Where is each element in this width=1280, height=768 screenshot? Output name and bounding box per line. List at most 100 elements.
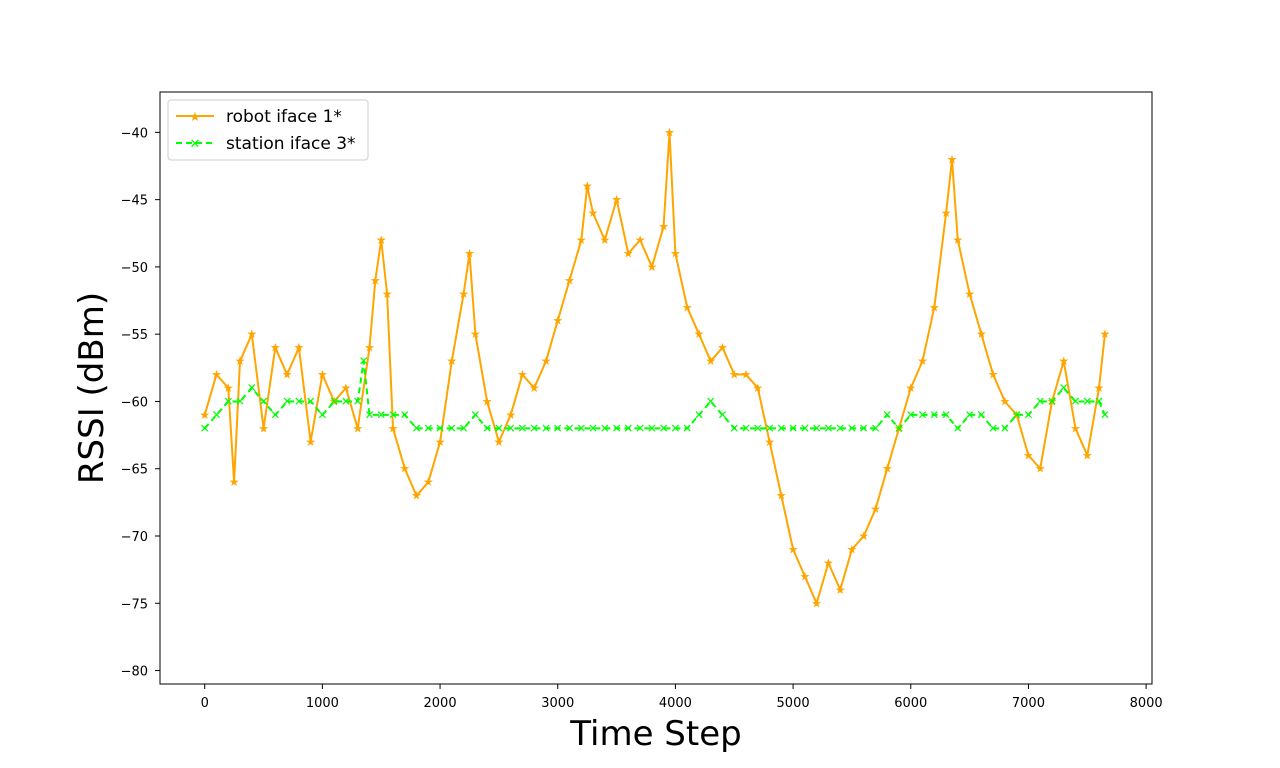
x-tick-label: 7000 — [1012, 696, 1045, 711]
data-point-robot: ★ — [494, 435, 505, 449]
data-point-station: ✕ — [400, 408, 410, 422]
data-point-robot: ★ — [1035, 462, 1046, 476]
data-point-station: ✕ — [988, 421, 998, 435]
data-point-station: ✕ — [1023, 408, 1033, 422]
data-point-station: ✕ — [200, 421, 210, 435]
data-point-station: ✕ — [612, 421, 622, 435]
data-point-robot: ★ — [882, 462, 893, 476]
y-tick-label: −60 — [121, 395, 148, 410]
data-point-station: ✕ — [788, 421, 798, 435]
data-point-station: ✕ — [906, 408, 916, 422]
data-point-robot: ★ — [470, 327, 481, 341]
data-point-station: ✕ — [211, 408, 221, 422]
data-point-station: ✕ — [670, 421, 680, 435]
data-point-station: ✕ — [1035, 395, 1045, 409]
data-point-station: ✕ — [576, 421, 586, 435]
data-point-robot: ★ — [647, 260, 658, 274]
data-point-station: ✕ — [506, 421, 516, 435]
data-point-robot: ★ — [1070, 421, 1081, 435]
data-point-station: ✕ — [1000, 421, 1010, 435]
x-tick-label: 6000 — [894, 696, 927, 711]
data-point-robot: ★ — [564, 273, 575, 287]
data-point-robot: ★ — [423, 475, 434, 489]
y-tick-label: −80 — [121, 665, 148, 680]
data-point-robot: ★ — [446, 354, 457, 368]
data-point-robot: ★ — [382, 287, 393, 301]
data-point-robot: ★ — [611, 193, 622, 207]
data-point-robot: ★ — [941, 206, 952, 220]
data-point-robot: ★ — [294, 341, 305, 355]
data-point-station: ✕ — [823, 421, 833, 435]
data-point-station: ✕ — [470, 408, 480, 422]
data-point-robot: ★ — [341, 381, 352, 395]
data-point-robot: ★ — [1011, 408, 1022, 422]
data-point-robot: ★ — [352, 421, 363, 435]
data-point-robot: ★ — [917, 354, 928, 368]
data-point-station: ✕ — [341, 395, 351, 409]
y-tick-label: −55 — [121, 328, 148, 343]
data-point-station: ✕ — [1094, 395, 1104, 409]
x-tick-label: 3000 — [541, 696, 574, 711]
data-point-robot: ★ — [947, 152, 958, 166]
data-point-station: ✕ — [917, 408, 927, 422]
data-point-station: ✕ — [600, 421, 610, 435]
data-point-robot: ★ — [1094, 381, 1105, 395]
data-point-station: ✕ — [259, 395, 269, 409]
data-point-robot: ★ — [752, 381, 763, 395]
data-point-robot: ★ — [682, 300, 693, 314]
data-point-robot: ★ — [811, 596, 822, 610]
data-point-robot: ★ — [658, 220, 669, 234]
data-point-station: ✕ — [717, 408, 727, 422]
data-point-station: ✕ — [270, 408, 280, 422]
data-point-robot: ★ — [458, 287, 469, 301]
data-point-station: ✕ — [694, 408, 704, 422]
data-point-robot: ★ — [246, 327, 257, 341]
data-point-robot: ★ — [582, 179, 593, 193]
x-tick-label: 2000 — [424, 696, 457, 711]
data-point-robot: ★ — [376, 233, 387, 247]
data-point-station: ✕ — [541, 421, 551, 435]
data-point-station: ✕ — [635, 421, 645, 435]
data-point-robot: ★ — [694, 327, 705, 341]
data-point-station: ✕ — [223, 395, 233, 409]
data-point-robot: ★ — [870, 502, 881, 516]
y-tick-label: −50 — [121, 261, 148, 276]
data-point-station: ✕ — [553, 421, 563, 435]
data-point-robot: ★ — [635, 233, 646, 247]
legend: ★ robot iface 1* ✕ station iface 3* — [167, 99, 369, 161]
data-point-station: ✕ — [494, 421, 504, 435]
data-point-robot: ★ — [1000, 395, 1011, 409]
data-point-station: ✕ — [706, 395, 716, 409]
plot-frame — [159, 91, 1153, 685]
data-point-robot: ★ — [847, 543, 858, 557]
data-point-station: ✕ — [482, 421, 492, 435]
data-point-robot: ★ — [370, 273, 381, 287]
data-point-robot: ★ — [282, 368, 293, 382]
data-point-station: ✕ — [847, 421, 857, 435]
data-point-station: ✕ — [659, 421, 669, 435]
y-tick-label: −45 — [121, 194, 148, 209]
data-point-robot: ★ — [988, 368, 999, 382]
data-point-station: ✕ — [1100, 408, 1110, 422]
data-point-station: ✕ — [753, 421, 763, 435]
data-point-robot: ★ — [235, 354, 246, 368]
data-point-station: ✕ — [247, 381, 257, 395]
data-point-station: ✕ — [800, 421, 810, 435]
series-line-station — [203, 360, 1106, 430]
data-point-robot: ★ — [464, 247, 475, 261]
ticks-layer: 0 1000 2000 3000 4000 5000 6000 7000 8000 −80 −75 −… — [121, 126, 1163, 711]
x-tick-label: 1000 — [306, 696, 339, 711]
data-point-robot: ★ — [952, 233, 963, 247]
legend-label-robot: robot iface 1* — [226, 107, 342, 127]
data-point-station: ✕ — [623, 421, 633, 435]
y-tick-label: −75 — [121, 597, 148, 612]
legend-box — [167, 99, 369, 161]
x-tick-label: 0 — [201, 696, 209, 711]
data-point-robot: ★ — [1023, 448, 1034, 462]
data-point-station: ✕ — [741, 421, 751, 435]
data-point-station: ✕ — [941, 408, 951, 422]
legend-marker-station: ✕ — [190, 137, 201, 152]
data-point-robot: ★ — [1100, 327, 1111, 341]
y-axis-label: RSSI (dBm) — [72, 292, 112, 484]
